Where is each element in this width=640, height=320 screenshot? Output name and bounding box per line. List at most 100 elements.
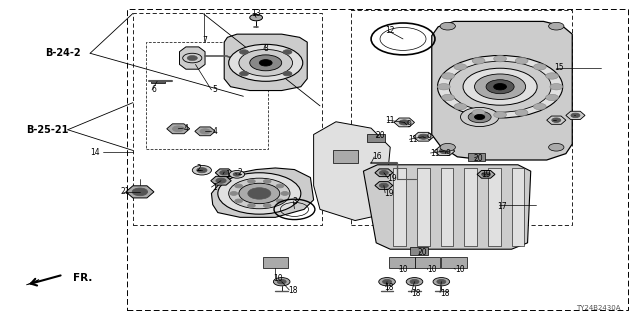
Circle shape bbox=[173, 126, 184, 132]
Circle shape bbox=[235, 184, 243, 188]
Circle shape bbox=[486, 80, 514, 94]
Text: 13: 13 bbox=[252, 9, 261, 18]
Circle shape bbox=[264, 180, 271, 183]
Text: 18: 18 bbox=[384, 283, 394, 292]
Circle shape bbox=[380, 171, 388, 175]
Circle shape bbox=[442, 94, 454, 100]
Polygon shape bbox=[566, 111, 585, 120]
Circle shape bbox=[438, 55, 563, 118]
Circle shape bbox=[228, 44, 303, 81]
Text: 18: 18 bbox=[440, 289, 449, 298]
Text: 4: 4 bbox=[212, 127, 217, 136]
Circle shape bbox=[468, 111, 491, 123]
Polygon shape bbox=[435, 147, 455, 156]
Polygon shape bbox=[26, 279, 39, 285]
Text: 15: 15 bbox=[555, 63, 564, 72]
Polygon shape bbox=[126, 186, 154, 198]
Polygon shape bbox=[467, 153, 485, 161]
Text: 19: 19 bbox=[384, 189, 394, 198]
Text: 20: 20 bbox=[417, 248, 427, 257]
Circle shape bbox=[440, 143, 456, 151]
Polygon shape bbox=[417, 168, 430, 246]
Polygon shape bbox=[477, 171, 495, 178]
Circle shape bbox=[380, 183, 388, 188]
Text: TY24B2430A: TY24B2430A bbox=[575, 305, 620, 311]
Circle shape bbox=[233, 172, 241, 176]
Text: 1: 1 bbox=[225, 170, 230, 179]
Circle shape bbox=[220, 171, 228, 175]
Circle shape bbox=[550, 84, 563, 90]
Polygon shape bbox=[442, 257, 467, 268]
Circle shape bbox=[474, 74, 525, 100]
Text: 14: 14 bbox=[90, 148, 99, 156]
Circle shape bbox=[410, 279, 419, 284]
Circle shape bbox=[472, 58, 485, 64]
Circle shape bbox=[440, 148, 450, 154]
Polygon shape bbox=[441, 168, 454, 246]
Circle shape bbox=[472, 109, 485, 116]
Circle shape bbox=[442, 73, 454, 79]
Circle shape bbox=[379, 277, 396, 286]
Circle shape bbox=[474, 115, 484, 120]
Circle shape bbox=[218, 173, 301, 214]
Polygon shape bbox=[410, 247, 428, 255]
Circle shape bbox=[454, 64, 467, 70]
Text: 4: 4 bbox=[184, 124, 188, 132]
Circle shape bbox=[493, 84, 506, 90]
Circle shape bbox=[200, 129, 210, 134]
Polygon shape bbox=[432, 21, 572, 160]
Text: 1: 1 bbox=[212, 183, 217, 192]
Circle shape bbox=[399, 120, 410, 125]
Text: B-25-21: B-25-21 bbox=[26, 125, 68, 135]
Text: 11: 11 bbox=[385, 116, 395, 125]
Circle shape bbox=[546, 94, 558, 100]
Polygon shape bbox=[262, 257, 288, 268]
Text: 11: 11 bbox=[430, 149, 440, 158]
Text: 3: 3 bbox=[292, 197, 297, 206]
Circle shape bbox=[277, 279, 286, 284]
Text: 9: 9 bbox=[445, 149, 450, 158]
Circle shape bbox=[235, 199, 243, 203]
Text: 10: 10 bbox=[427, 265, 436, 275]
Circle shape bbox=[239, 183, 280, 204]
Polygon shape bbox=[364, 165, 531, 249]
Circle shape bbox=[461, 108, 499, 126]
Text: 19: 19 bbox=[387, 174, 396, 183]
Circle shape bbox=[383, 279, 392, 284]
Circle shape bbox=[132, 188, 148, 196]
Polygon shape bbox=[211, 176, 231, 185]
Circle shape bbox=[449, 61, 551, 112]
Circle shape bbox=[534, 103, 546, 110]
Circle shape bbox=[276, 184, 284, 188]
Polygon shape bbox=[215, 169, 233, 177]
Polygon shape bbox=[211, 168, 314, 217]
Text: B-24-2: B-24-2 bbox=[45, 48, 81, 58]
Circle shape bbox=[281, 192, 289, 196]
Polygon shape bbox=[394, 168, 406, 246]
Circle shape bbox=[239, 71, 248, 76]
Circle shape bbox=[552, 118, 561, 123]
Polygon shape bbox=[415, 257, 440, 268]
Circle shape bbox=[250, 14, 262, 21]
Circle shape bbox=[248, 204, 255, 207]
Text: 11: 11 bbox=[408, 135, 417, 144]
Circle shape bbox=[534, 64, 546, 70]
Circle shape bbox=[264, 204, 271, 207]
Text: 2: 2 bbox=[238, 168, 243, 177]
Polygon shape bbox=[394, 118, 415, 127]
Polygon shape bbox=[547, 116, 566, 124]
Text: 6: 6 bbox=[152, 85, 156, 94]
Circle shape bbox=[454, 103, 467, 110]
Text: 21: 21 bbox=[120, 188, 130, 196]
Circle shape bbox=[196, 168, 207, 173]
Circle shape bbox=[187, 55, 197, 60]
Circle shape bbox=[192, 165, 211, 175]
Circle shape bbox=[493, 55, 506, 62]
Polygon shape bbox=[465, 168, 477, 246]
Polygon shape bbox=[511, 168, 524, 246]
Circle shape bbox=[248, 188, 271, 199]
Text: 10: 10 bbox=[274, 274, 284, 283]
Circle shape bbox=[273, 277, 290, 286]
Circle shape bbox=[515, 58, 528, 64]
Polygon shape bbox=[314, 122, 390, 220]
